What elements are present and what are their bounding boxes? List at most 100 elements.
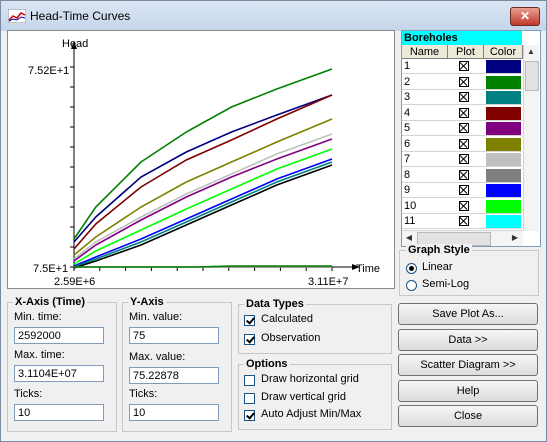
series-line-7 — [73, 148, 333, 265]
boreholes-vertical-scrollbar[interactable]: ▲ — [523, 45, 539, 231]
x-axis-arrow-icon — [352, 264, 360, 270]
borehole-color-swatch[interactable] — [486, 60, 521, 73]
borehole-color-swatch[interactable] — [486, 184, 521, 197]
plot-checkbox-icon[interactable] — [459, 169, 469, 180]
x-max-tick-label: 3.11E+7 — [308, 276, 348, 288]
borehole-name: 5 — [404, 122, 411, 134]
min-value-input[interactable]: 75 — [129, 327, 219, 344]
help-button[interactable]: Help — [398, 380, 538, 402]
linear-radio[interactable] — [406, 263, 417, 274]
horizontal-grid-label[interactable]: Draw horizontal grid — [261, 373, 359, 385]
series-line-9 — [73, 161, 333, 268]
borehole-name: 8 — [404, 168, 411, 181]
linear-label[interactable]: Linear — [422, 261, 453, 273]
scroll-right-icon[interactable]: ▶ — [511, 233, 519, 242]
plot-checkbox-icon[interactable] — [459, 76, 469, 87]
auto-adjust-label[interactable]: Auto Adjust Min/Max — [261, 408, 362, 420]
borehole-name: 11 — [404, 215, 416, 227]
max-time-input[interactable]: 3.1104E+07 — [14, 365, 104, 382]
calculated-label[interactable]: Calculated — [261, 313, 313, 325]
plot-checkbox-icon[interactable] — [459, 200, 469, 211]
title-bar[interactable]: Head-Time Curves ✕ — [1, 1, 546, 31]
scroll-up-icon[interactable]: ▲ — [527, 47, 535, 56]
series-line-6 — [73, 138, 333, 262]
y-min-tick-label: 7.5E+1 — [33, 263, 68, 275]
scroll-thumb[interactable] — [525, 61, 539, 91]
chart-app-icon — [8, 9, 26, 23]
scroll-left-icon[interactable]: ◀ — [405, 233, 413, 242]
min-time-input[interactable]: 2592000 — [14, 327, 104, 344]
horizontal-grid-checkbox[interactable] — [244, 375, 255, 386]
data-types-group: Data Types Calculated Observation — [238, 298, 392, 354]
borehole-color-swatch[interactable] — [486, 122, 521, 135]
options-group: Options Draw horizontal grid Draw vertic… — [238, 358, 392, 430]
borehole-row[interactable]: 1 — [402, 59, 522, 74]
save-plot-button[interactable]: Save Plot As... — [398, 303, 538, 325]
observation-label[interactable]: Observation — [261, 332, 321, 344]
borehole-name: 9 — [404, 184, 411, 196]
borehole-color-swatch[interactable] — [486, 75, 521, 89]
column-header-plot[interactable]: Plot — [448, 45, 484, 59]
y-ticks-input[interactable]: 10 — [129, 404, 219, 421]
borehole-row[interactable]: 3 — [402, 90, 522, 105]
borehole-row[interactable]: 11 — [402, 214, 522, 229]
column-header-color[interactable]: Color — [484, 45, 523, 59]
borehole-color-swatch[interactable] — [486, 168, 521, 182]
column-header-name[interactable]: Name — [402, 45, 448, 59]
data-button[interactable]: Data >> — [398, 329, 538, 351]
borehole-color-swatch[interactable] — [486, 153, 521, 166]
series-line-12 — [74, 265, 332, 268]
plot-checkbox-icon[interactable] — [459, 138, 469, 149]
calculated-checkbox[interactable] — [244, 315, 255, 326]
vertical-grid-label[interactable]: Draw vertical grid — [261, 391, 346, 403]
borehole-color-swatch[interactable] — [486, 106, 521, 120]
borehole-name: 7 — [404, 153, 411, 165]
borehole-row[interactable]: 8 — [402, 168, 522, 183]
plot-checkbox-icon[interactable] — [459, 92, 469, 102]
semilog-radio[interactable] — [406, 280, 417, 291]
semilog-label[interactable]: Semi-Log — [422, 278, 470, 290]
borehole-row[interactable]: 7 — [402, 152, 522, 167]
series-line-1 — [73, 68, 333, 240]
y-ticks-label: Ticks: — [129, 388, 158, 400]
window-close-button[interactable]: ✕ — [510, 7, 540, 26]
borehole-row[interactable]: 9 — [402, 183, 522, 198]
borehole-row[interactable]: 2 — [402, 75, 522, 90]
borehole-color-swatch[interactable] — [486, 199, 521, 213]
graph-style-group: Graph Style Linear Semi-Log — [399, 244, 539, 296]
max-time-label: Max. time: — [14, 349, 65, 361]
borehole-name: 3 — [404, 91, 411, 103]
borehole-name: 10 — [404, 199, 417, 212]
vertical-grid-checkbox[interactable] — [244, 393, 255, 404]
plot-checkbox-icon[interactable] — [459, 123, 469, 133]
y-axis-title: Y-Axis — [128, 296, 166, 308]
plot-checkbox-icon[interactable] — [459, 61, 469, 71]
close-button[interactable]: Close — [398, 405, 538, 427]
plot-checkbox-icon[interactable] — [459, 154, 469, 164]
observation-checkbox[interactable] — [244, 334, 255, 345]
borehole-color-swatch[interactable] — [486, 137, 521, 151]
x-ticks-input[interactable]: 10 — [14, 404, 104, 421]
borehole-row[interactable]: 10 — [402, 199, 522, 214]
scatter-diagram-button[interactable]: Scatter Diagram >> — [398, 354, 538, 376]
borehole-color-swatch[interactable] — [486, 91, 521, 104]
x-axis-group: X-Axis (Time) Min. time: 2592000 Max. ti… — [7, 296, 117, 432]
series-line-10 — [73, 164, 333, 269]
head-time-chart: Head Time 7.52E+1 7.5E+1 2.59E+6 3.11E+7 — [28, 38, 380, 288]
plot-checkbox-icon[interactable] — [459, 216, 469, 226]
window-title: Head-Time Curves — [30, 9, 131, 23]
boreholes-table[interactable]: Boreholes Name Plot Color 1 2 3 4 5 6 7 8 9 10 11 … — [401, 30, 541, 247]
plot-checkbox-icon[interactable] — [459, 185, 469, 195]
borehole-row[interactable]: 4 — [402, 106, 522, 121]
data-types-title: Data Types — [244, 298, 306, 310]
borehole-color-swatch[interactable] — [486, 215, 521, 228]
series-line-3 — [73, 94, 333, 250]
borehole-name: 1 — [404, 60, 411, 72]
plot-checkbox-icon[interactable] — [459, 107, 469, 118]
max-value-input[interactable]: 75.22878 — [129, 367, 219, 384]
auto-adjust-checkbox[interactable] — [244, 410, 255, 421]
borehole-row[interactable]: 6 — [402, 137, 522, 152]
min-value-label: Min. value: — [129, 311, 183, 323]
borehole-row[interactable]: 5 — [402, 121, 522, 136]
